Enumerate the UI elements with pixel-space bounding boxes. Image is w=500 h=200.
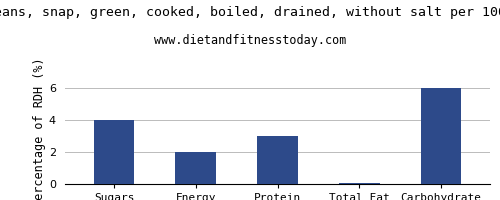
Bar [257, 136, 298, 184]
Bar [176, 152, 216, 184]
Bar [420, 88, 462, 184]
Text: www.dietandfitnesstoday.com: www.dietandfitnesstoday.com [154, 34, 346, 47]
Text: Beans, snap, green, cooked, boiled, drained, without salt per 100g: Beans, snap, green, cooked, boiled, drai… [0, 6, 500, 19]
Bar [339, 183, 380, 184]
Bar [94, 120, 134, 184]
Y-axis label: Percentage of RDH (%): Percentage of RDH (%) [33, 57, 46, 200]
